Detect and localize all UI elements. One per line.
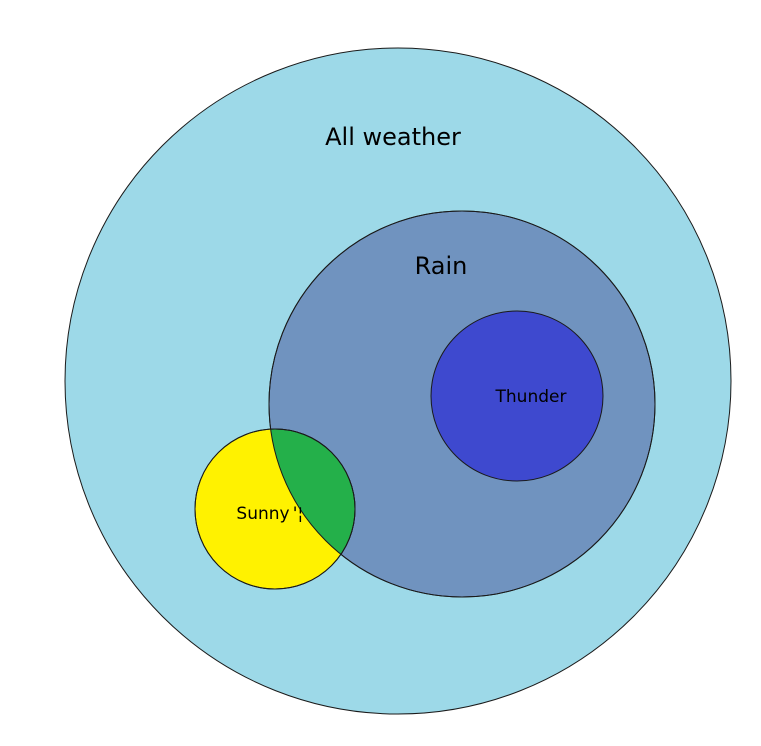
sunny-label: Sunny (236, 504, 289, 524)
rain-label: Rain (415, 252, 468, 280)
overlap-mark: '¦ (293, 504, 303, 524)
all-weather-label: All weather (325, 123, 461, 151)
rain-outline (268, 210, 656, 598)
thunder-set (430, 310, 604, 482)
sunny-outline (194, 428, 356, 590)
thunder-label: Thunder (495, 387, 567, 407)
